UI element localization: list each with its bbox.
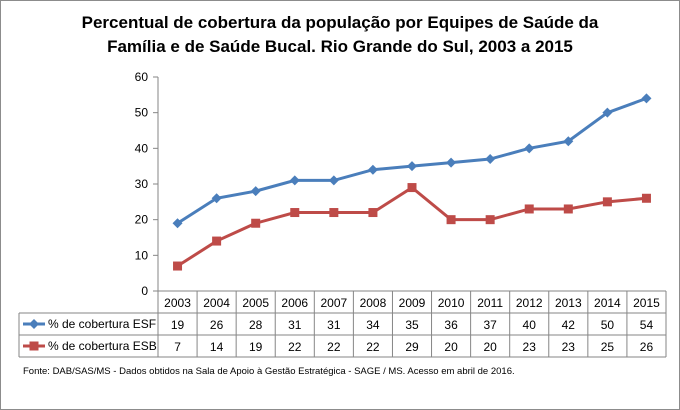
data-point	[485, 154, 496, 165]
table-value: 25	[601, 340, 615, 354]
data-point	[641, 193, 651, 203]
table-value: 7	[174, 340, 181, 354]
table-value: 28	[249, 318, 263, 332]
x-tick-label: 2012	[516, 296, 543, 310]
data-point	[367, 164, 378, 175]
y-tick-label: 40	[135, 141, 149, 155]
y-tick-label: 50	[135, 106, 149, 120]
data-point	[290, 208, 300, 218]
table-value: 42	[562, 318, 576, 332]
table-value: 35	[405, 318, 419, 332]
data-point	[407, 183, 417, 193]
x-tick-label: 2008	[360, 296, 387, 310]
data-point	[524, 204, 534, 214]
table-value: 23	[562, 340, 576, 354]
table-value: 22	[366, 340, 380, 354]
data-point	[485, 215, 495, 225]
data-point	[328, 175, 339, 186]
y-tick-label: 10	[135, 248, 149, 262]
x-tick-label: 2003	[164, 296, 191, 310]
data-point	[524, 143, 535, 154]
y-tick-label: 0	[141, 284, 148, 298]
data-point	[602, 107, 613, 118]
data-point	[563, 136, 574, 147]
table-value: 20	[444, 340, 458, 354]
data-point	[251, 218, 261, 228]
table-value: 34	[366, 318, 380, 332]
data-point	[641, 93, 652, 104]
data-point	[329, 208, 339, 218]
table-value: 19	[171, 318, 185, 332]
x-tick-label: 2014	[594, 296, 621, 310]
data-point	[250, 186, 261, 197]
table-value: 54	[640, 318, 654, 332]
legend-marker	[29, 341, 39, 351]
series-line-1	[176, 185, 647, 268]
data-point	[368, 208, 378, 218]
table-value: 40	[523, 318, 537, 332]
table-value: 50	[601, 318, 615, 332]
data-point	[211, 193, 222, 204]
series-line-0	[176, 96, 647, 225]
table-value: 26	[210, 318, 224, 332]
table-value: 26	[640, 340, 654, 354]
table-value: 36	[444, 318, 458, 332]
x-tick-label: 2011	[477, 296, 503, 310]
table-value: 37	[483, 318, 497, 332]
table-value: 22	[288, 340, 302, 354]
table-value: 29	[405, 340, 419, 354]
y-tick-label: 30	[135, 177, 149, 191]
x-tick-label: 2006	[281, 296, 308, 310]
table-value: 20	[483, 340, 497, 354]
data-point	[602, 197, 612, 207]
x-tick-label: 2013	[555, 296, 582, 310]
chart-title-line-1: Percentual de cobertura da população por…	[81, 13, 599, 32]
table-value: 22	[327, 340, 341, 354]
table-value: 23	[523, 340, 537, 354]
x-tick-label: 2010	[438, 296, 465, 310]
table-value: 31	[288, 318, 302, 332]
data-point	[563, 204, 573, 214]
data-point	[446, 157, 457, 168]
x-tick-label: 2007	[320, 296, 347, 310]
legend-label: % de cobertura ESB	[48, 339, 157, 353]
legend-marker	[29, 319, 39, 329]
x-tick-label: 2015	[633, 296, 660, 310]
data-point	[212, 236, 222, 246]
y-tick-label: 60	[135, 70, 149, 84]
x-tick-label: 2005	[242, 296, 269, 310]
source-note: Fonte: DAB/SAS/MS - Dados obtidos na Sal…	[23, 366, 515, 377]
x-tick-label: 2009	[399, 296, 426, 310]
data-point	[446, 215, 456, 225]
data-point	[172, 218, 183, 229]
y-tick-label: 20	[135, 213, 149, 227]
data-point	[173, 261, 183, 271]
table-value: 19	[249, 340, 263, 354]
table-value: 31	[327, 318, 341, 332]
table-value: 14	[210, 340, 224, 354]
x-tick-label: 2004	[203, 296, 230, 310]
data-point	[289, 175, 300, 186]
chart-title-line-2: Família e de Saúde Bucal. Rio Grande do …	[107, 37, 573, 56]
data-point	[407, 161, 417, 172]
legend-label: % de cobertura ESF	[48, 317, 156, 331]
